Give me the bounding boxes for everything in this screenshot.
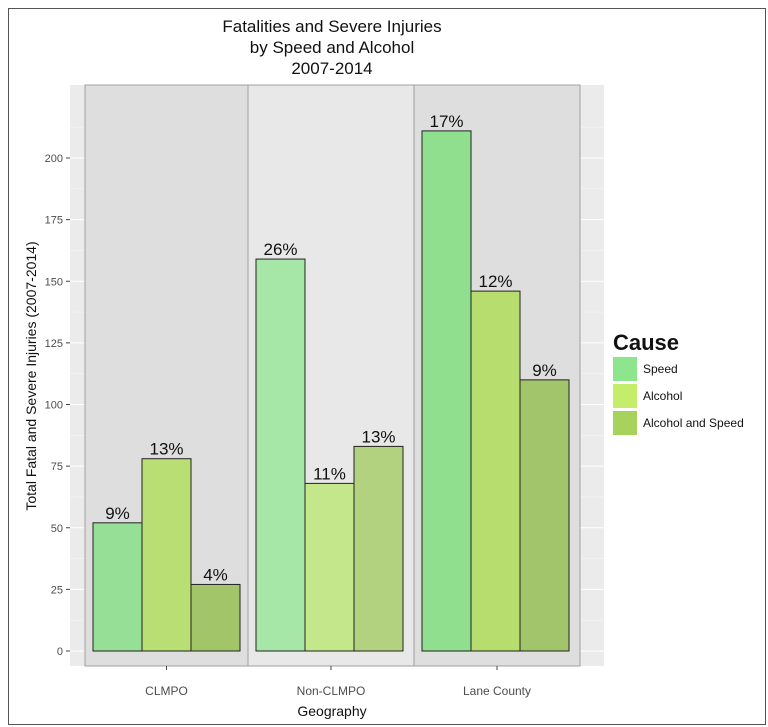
bar <box>92 522 143 652</box>
chart-title-line: Fatalities and Severe Injuries <box>222 17 441 36</box>
bar <box>255 258 306 652</box>
y-tick-label: 150 <box>45 276 63 288</box>
bar <box>519 379 570 652</box>
y-tick-label: 50 <box>51 523 63 535</box>
y-tick-label: 175 <box>45 215 63 227</box>
chart-title-line: by Speed and Alcohol <box>250 38 414 57</box>
y-tick-label: 200 <box>45 153 63 165</box>
bar-data-label: 17% <box>429 112 463 131</box>
legend-swatch <box>613 357 637 381</box>
y-tick-label: 25 <box>51 584 63 596</box>
bar <box>470 290 521 652</box>
chart-title-line: 2007-2014 <box>291 59 372 78</box>
x-tick-label: Lane County <box>463 684 531 698</box>
legend-title: Cause <box>613 330 679 355</box>
y-axis-title: Total Fatal and Severe Injuries (2007-20… <box>23 241 39 510</box>
legend-swatch <box>613 384 637 408</box>
legend-label: Alcohol and Speed <box>643 416 744 430</box>
legend-swatch <box>613 411 637 435</box>
bar-data-label: 26% <box>263 240 297 259</box>
bar-data-label: 11% <box>313 464 346 483</box>
legend-label: Speed <box>643 362 678 376</box>
bar-data-label: 12% <box>478 272 512 291</box>
y-tick-label: 100 <box>45 400 63 412</box>
y-tick-label: 125 <box>45 338 63 350</box>
y-tick-label: 75 <box>51 461 63 473</box>
bar-data-label: 9% <box>532 361 557 380</box>
bar-data-label: 4% <box>203 565 228 584</box>
bar <box>304 482 355 652</box>
x-tick-label: Non-CLMPO <box>297 684 366 698</box>
bar-data-label: 13% <box>149 440 183 459</box>
bar <box>190 583 241 652</box>
legend-label: Alcohol <box>643 389 682 403</box>
bar-data-label: 9% <box>105 504 130 523</box>
bar <box>353 445 404 652</box>
bar <box>141 458 192 652</box>
y-tick-label: 0 <box>57 646 63 658</box>
bar <box>421 130 472 652</box>
x-tick-label: CLMPO <box>145 684 188 698</box>
figure-border <box>8 8 766 725</box>
x-axis-title: Geography <box>297 703 366 719</box>
bar-data-label: 13% <box>361 427 395 446</box>
